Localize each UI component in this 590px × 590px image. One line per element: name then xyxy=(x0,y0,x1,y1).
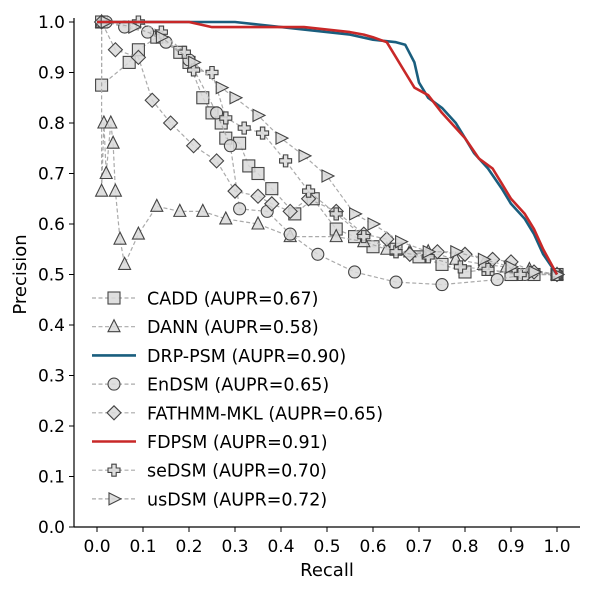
series-7-point xyxy=(230,92,242,104)
series-1-point xyxy=(96,184,108,196)
series-7-point xyxy=(368,218,380,230)
series-4-point xyxy=(251,189,265,203)
series-0-line xyxy=(97,22,557,275)
legend-label: EnDSM (AUPR=0.65) xyxy=(147,376,329,396)
plot-area xyxy=(95,15,564,291)
series-2 xyxy=(97,22,557,275)
series-0-point xyxy=(266,183,278,195)
y-tick-label: 0.6 xyxy=(38,215,65,235)
legend-label: seDSM (AUPR=0.70) xyxy=(147,462,327,482)
series-7-line xyxy=(97,22,557,275)
x-axis-title: Recall xyxy=(300,560,354,581)
legend-label: FDPSM (AUPR=0.91) xyxy=(147,433,328,453)
y-tick-label: 0.3 xyxy=(38,367,65,387)
legend-label: CADD (AUPR=0.67) xyxy=(147,290,318,310)
series-3-point xyxy=(142,26,154,38)
series-1-point xyxy=(174,204,186,216)
series-4-point xyxy=(108,43,122,57)
series-1-point xyxy=(109,184,121,196)
series-4-point xyxy=(145,93,159,107)
y-axis-title: Precision xyxy=(10,234,31,314)
legend-label: DRP-PSM (AUPR=0.90) xyxy=(147,347,346,367)
series-3-point xyxy=(284,228,296,240)
series-3-point xyxy=(108,378,120,390)
y-tick-label: 0.2 xyxy=(38,417,65,437)
series-6-point xyxy=(280,155,292,167)
series-0-point xyxy=(108,292,120,304)
series-3-point xyxy=(234,203,246,215)
series-0-point xyxy=(436,258,448,270)
x-tick-label: 1.0 xyxy=(543,537,570,557)
x-tick-label: 0.6 xyxy=(359,537,386,557)
y-tick-label: 0.4 xyxy=(38,316,65,336)
y-tick-label: 1.0 xyxy=(38,13,65,33)
legend-item-6: seDSM (AUPR=0.70) xyxy=(92,462,327,482)
series-0 xyxy=(96,16,563,281)
series-3-point xyxy=(349,266,361,278)
y-tick-label: 0.8 xyxy=(38,114,65,134)
y-tick-label: 0.9 xyxy=(38,64,65,84)
series-3-point xyxy=(390,276,402,288)
y-tick-label: 0.0 xyxy=(38,518,65,538)
series-1-point xyxy=(119,257,131,269)
x-tick-label: 0.4 xyxy=(267,537,294,557)
x-tick-label: 0.8 xyxy=(451,537,478,557)
series-7-point xyxy=(322,170,334,182)
x-tick-label: 0.3 xyxy=(221,537,248,557)
series-5 xyxy=(97,22,557,275)
series-1-point xyxy=(151,199,163,211)
series-4-point xyxy=(228,184,242,198)
x-tick-label: 0.7 xyxy=(405,537,432,557)
series-1-point xyxy=(132,227,144,239)
legend-item-2: DRP-PSM (AUPR=0.90) xyxy=(92,347,346,367)
series-4-line xyxy=(97,22,557,275)
series-6-point xyxy=(206,67,218,79)
legend-label: DANN (AUPR=0.58) xyxy=(147,318,319,338)
series-3-point xyxy=(436,279,448,291)
series-2-line xyxy=(97,22,557,275)
series-3-line xyxy=(97,22,557,285)
series-3-point xyxy=(312,248,324,260)
series-7-point xyxy=(253,109,265,121)
series-3-point xyxy=(491,274,503,286)
series-6-line xyxy=(97,22,557,275)
x-tick-label: 0.5 xyxy=(313,537,340,557)
series-7-point xyxy=(299,150,311,162)
series-1-point xyxy=(197,204,209,216)
y-tick-label: 0.5 xyxy=(38,266,65,286)
x-tick-label: 0.0 xyxy=(83,537,110,557)
series-7-point xyxy=(109,493,121,505)
x-tick-label: 0.1 xyxy=(129,537,156,557)
series-4 xyxy=(95,15,564,282)
series-1 xyxy=(96,15,563,280)
legend-item-7: usDSM (AUPR=0.72) xyxy=(92,490,327,510)
legend-label: FATHMM-MKL (AUPR=0.65) xyxy=(147,404,383,424)
x-tick-label: 0.2 xyxy=(175,537,202,557)
y-tick-label: 0.7 xyxy=(38,165,65,185)
legend-item-0: CADD (AUPR=0.67) xyxy=(92,290,318,310)
legend-item-4: FATHMM-MKL (AUPR=0.65) xyxy=(92,404,383,424)
series-5-line xyxy=(97,22,557,275)
series-7-point xyxy=(350,208,362,220)
legend: CADD (AUPR=0.67) DANN (AUPR=0.58) DRP-PSM … xyxy=(92,290,383,511)
series-3-point xyxy=(224,140,236,152)
series-6-point xyxy=(238,122,250,134)
series-4-point xyxy=(107,406,121,420)
series-1-point xyxy=(108,320,120,332)
series-6-point xyxy=(108,464,120,476)
legend-label: usDSM (AUPR=0.72) xyxy=(147,490,327,510)
legend-item-5: FDPSM (AUPR=0.91) xyxy=(92,433,328,453)
x-tick-label: 0.9 xyxy=(497,537,524,557)
series-3 xyxy=(97,16,563,291)
legend-item-3: EnDSM (AUPR=0.65) xyxy=(92,376,329,396)
series-4-point xyxy=(164,116,178,130)
series-4-point xyxy=(210,154,224,168)
series-1-point xyxy=(114,232,126,244)
y-tick-label: 0.1 xyxy=(38,468,65,488)
series-1-line xyxy=(97,22,557,275)
series-0-point xyxy=(252,168,264,180)
legend-item-1: DANN (AUPR=0.58) xyxy=(92,318,319,338)
